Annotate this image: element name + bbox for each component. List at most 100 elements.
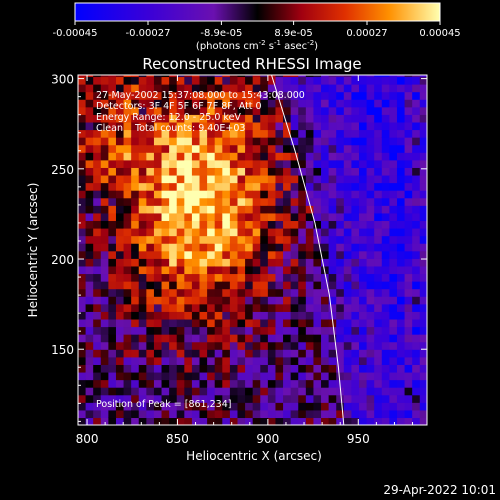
heatmap-cell	[199, 387, 208, 396]
heatmap-cell	[115, 235, 125, 244]
heatmap-cell	[245, 91, 254, 100]
heatmap-cell	[131, 243, 140, 252]
heatmap-cell	[146, 121, 155, 131]
heatmap-cell	[305, 137, 315, 146]
heatmap-cell	[207, 318, 216, 328]
heatmap-cell	[108, 243, 117, 252]
heatmap-cell	[214, 114, 223, 123]
heatmap-cell	[381, 106, 390, 115]
heatmap-cell	[108, 379, 117, 388]
heatmap-cell	[245, 387, 254, 396]
heatmap-cell	[313, 265, 322, 275]
heatmap-cell	[321, 106, 330, 115]
heatmap-cell	[389, 296, 398, 305]
heatmap-cell	[123, 129, 132, 138]
heatmap-cell	[366, 265, 375, 275]
heatmap-cell	[412, 273, 421, 282]
heatmap-cell	[214, 197, 223, 206]
heatmap-cell	[275, 356, 284, 365]
heatmap-cell	[351, 167, 360, 176]
heatmap-cell	[237, 99, 246, 108]
heatmap-cell	[351, 174, 360, 184]
heatmap-cell	[237, 349, 246, 358]
heatmap-cell	[237, 281, 246, 290]
heatmap-cell	[78, 190, 87, 199]
heatmap-cell	[93, 334, 102, 343]
heatmap-cell	[351, 273, 360, 282]
heatmap-cell	[78, 356, 87, 365]
heatmap-cell	[176, 182, 185, 191]
heatmap-cell	[343, 114, 353, 123]
heatmap-cell	[275, 182, 284, 191]
heatmap-cell	[252, 84, 261, 93]
heatmap-cell	[321, 121, 330, 131]
heatmap-cell	[184, 197, 193, 206]
heatmap-cell	[78, 311, 87, 320]
heatmap-cell	[108, 159, 117, 168]
heatmap-cell	[214, 227, 223, 237]
heatmap-cell	[176, 114, 185, 123]
heatmap-cell	[108, 409, 117, 419]
heatmap-cell	[404, 303, 413, 312]
heatmap-cell	[108, 167, 117, 176]
heatmap-cell	[366, 311, 375, 320]
heatmap-cell	[131, 326, 140, 335]
heatmap-cell	[283, 356, 292, 365]
heatmap-cell	[374, 190, 383, 199]
heatmap-cell	[138, 379, 147, 388]
heatmap-cell	[93, 76, 102, 85]
heatmap-cell	[313, 76, 322, 85]
heatmap-cell	[336, 265, 345, 275]
heatmap-cell	[343, 182, 353, 191]
heatmap-cell	[290, 250, 299, 259]
heatmap-cell	[153, 114, 163, 123]
heatmap-cell	[381, 121, 390, 131]
heatmap-cell	[146, 190, 155, 199]
heatmap-cell	[412, 99, 421, 108]
heatmap-cell	[78, 197, 87, 206]
heatmap-cell	[191, 364, 201, 373]
heatmap-cell	[222, 303, 231, 312]
heatmap-cell	[153, 227, 163, 237]
heatmap-cell	[298, 409, 307, 419]
heatmap-cell	[115, 174, 125, 184]
heatmap-cell	[131, 220, 140, 229]
heatmap-cell	[214, 235, 223, 244]
heatmap-cell	[351, 121, 360, 131]
heatmap-cell	[381, 409, 390, 419]
heatmap-cell	[100, 75, 109, 78]
heatmap-cell	[389, 227, 398, 237]
heatmap-cell	[359, 159, 368, 168]
heatmap-cell	[321, 364, 330, 373]
heatmap-cell	[412, 91, 421, 100]
heatmap-cell	[298, 114, 307, 123]
heatmap-cell	[396, 137, 406, 146]
heatmap-cell	[252, 91, 261, 100]
heatmap-cell	[389, 106, 398, 115]
heatmap-cell	[138, 174, 147, 184]
heatmap-cell	[161, 303, 170, 312]
heatmap-cell	[283, 326, 292, 335]
heatmap-cell	[359, 84, 368, 93]
heatmap-cell	[343, 152, 353, 161]
heatmap-cell	[100, 212, 109, 222]
heatmap-cell	[229, 326, 239, 335]
heatmap-cell	[359, 387, 368, 396]
heatmap-cell	[131, 174, 140, 184]
heatmap-cell	[214, 356, 223, 365]
heatmap-cell	[260, 281, 269, 290]
heatmap-cell	[267, 227, 277, 237]
heatmap-cell	[85, 205, 94, 214]
heatmap-cell	[131, 379, 140, 388]
heatmap-cell	[207, 91, 216, 100]
heatmap-cell	[396, 84, 406, 93]
heatmap-cell	[351, 129, 360, 138]
heatmap-cell	[290, 212, 299, 222]
heatmap-cell	[412, 371, 421, 381]
heatmap-cell	[191, 409, 201, 419]
heatmap-cell	[245, 334, 254, 343]
heatmap-cell	[404, 205, 413, 214]
heatmap-cell	[184, 341, 193, 350]
heatmap-cell	[275, 258, 284, 267]
heatmap-cell	[199, 288, 208, 297]
